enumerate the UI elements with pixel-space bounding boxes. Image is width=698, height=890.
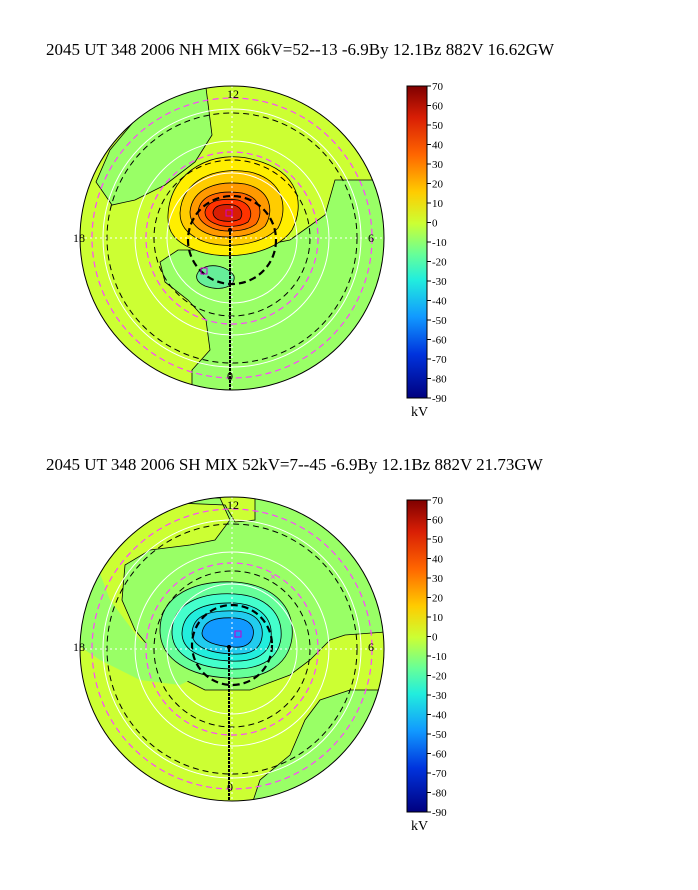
colorbar-tick-label: -70: [432, 354, 447, 366]
panel-title-nh: 2045 UT 348 2006 NH MIX 66kV=52--13 -6.9…: [46, 40, 555, 59]
colorbar-unit-sh: kV: [411, 819, 429, 834]
mlt-label-6: 6: [368, 231, 374, 245]
colorbar-sh: 70 60 50 40 30 20 10 0 -10 -20 -30 -40 -50 -60 -70 -80 -…: [406, 495, 447, 819]
colorbar-tick-label: -10: [432, 237, 447, 249]
colorbar-tick-label: -90: [432, 393, 447, 405]
colorbar-tick-label: 50: [432, 534, 444, 546]
colorbar-tick-label: -30: [432, 276, 447, 288]
polar-map-sh: × 12 18 6 0: [73, 496, 385, 802]
colorbar-tick-label: 60: [432, 101, 444, 113]
colorbar-tick-label: 10: [432, 612, 444, 624]
min-potential-marker: [200, 267, 208, 275]
colorbar-tick-label: -80: [432, 374, 447, 386]
pole-marker: [228, 228, 232, 232]
colorbar-nh: 70 60 50 40 30 20 10 0 -10 -20 -30 -40 -50 -60 -70 -80 -…: [406, 81, 447, 405]
colorbar-tick-label: 40: [432, 554, 444, 566]
colorbar-tick-label: -90: [432, 807, 447, 819]
mlt-label-12: 12: [227, 87, 239, 101]
colorbar-tick-label: -60: [432, 749, 447, 761]
colorbar-tick-label: -40: [432, 296, 447, 308]
panel-title-sh: 2045 UT 348 2006 SH MIX 52kV=7--45 -6.9B…: [46, 455, 543, 474]
colorbar-unit-nh: kV: [411, 405, 429, 420]
colorbar-tick-label: 70: [432, 81, 444, 93]
colorbar-tick-label: 30: [432, 159, 444, 171]
max-potential-marker: ×: [270, 572, 276, 583]
colorbar-tick-label: 30: [432, 573, 444, 585]
colorbar-tick-label: 0: [432, 632, 438, 644]
colorbar-tick-label: 40: [432, 140, 444, 152]
negative-pocket: [196, 265, 235, 289]
mlt-label-0: 0: [227, 369, 233, 383]
min-potential-marker: [234, 630, 242, 638]
polar-map-nh: 12 18 6 0: [73, 85, 385, 391]
mlt-label-18: 18: [73, 231, 85, 245]
colorbar-tick-label: -30: [432, 690, 447, 702]
colorbar-tick-label: -50: [432, 315, 447, 327]
mlt-label-18: 18: [73, 640, 85, 654]
colorbar-tick-label: 70: [432, 495, 444, 507]
mlt-label-12: 12: [227, 498, 239, 512]
positive-cell-contour-6: [212, 204, 243, 222]
colorbar-tick-label: -80: [432, 788, 447, 800]
max-potential-marker: [225, 209, 233, 217]
colorbar-tick-label: 50: [432, 120, 444, 132]
colorbar-tick-label: 0: [432, 218, 438, 230]
colorbar-tick-label: -60: [432, 335, 447, 347]
negative-region-dusk: [80, 560, 200, 685]
colorbar-tick-label: 10: [432, 198, 444, 210]
colorbar-tick-label: -20: [432, 671, 447, 683]
colorbar-tick-label: -50: [432, 729, 447, 741]
colorbar-tick-label: 60: [432, 515, 444, 527]
negative-cell-contour-5: [201, 617, 254, 648]
colorbar-tick-label: 20: [432, 593, 444, 605]
pole-marker: [227, 645, 231, 649]
colorbar-tick-label: -10: [432, 651, 447, 663]
mlt-label-6: 6: [368, 640, 374, 654]
colorbar-tick-label: -70: [432, 768, 447, 780]
mlt-label-0: 0: [227, 780, 233, 794]
colorbar-tick-label: -40: [432, 710, 447, 722]
colorbar-tick-label: 20: [432, 179, 444, 191]
colorbar-tick-label: -20: [432, 257, 447, 269]
